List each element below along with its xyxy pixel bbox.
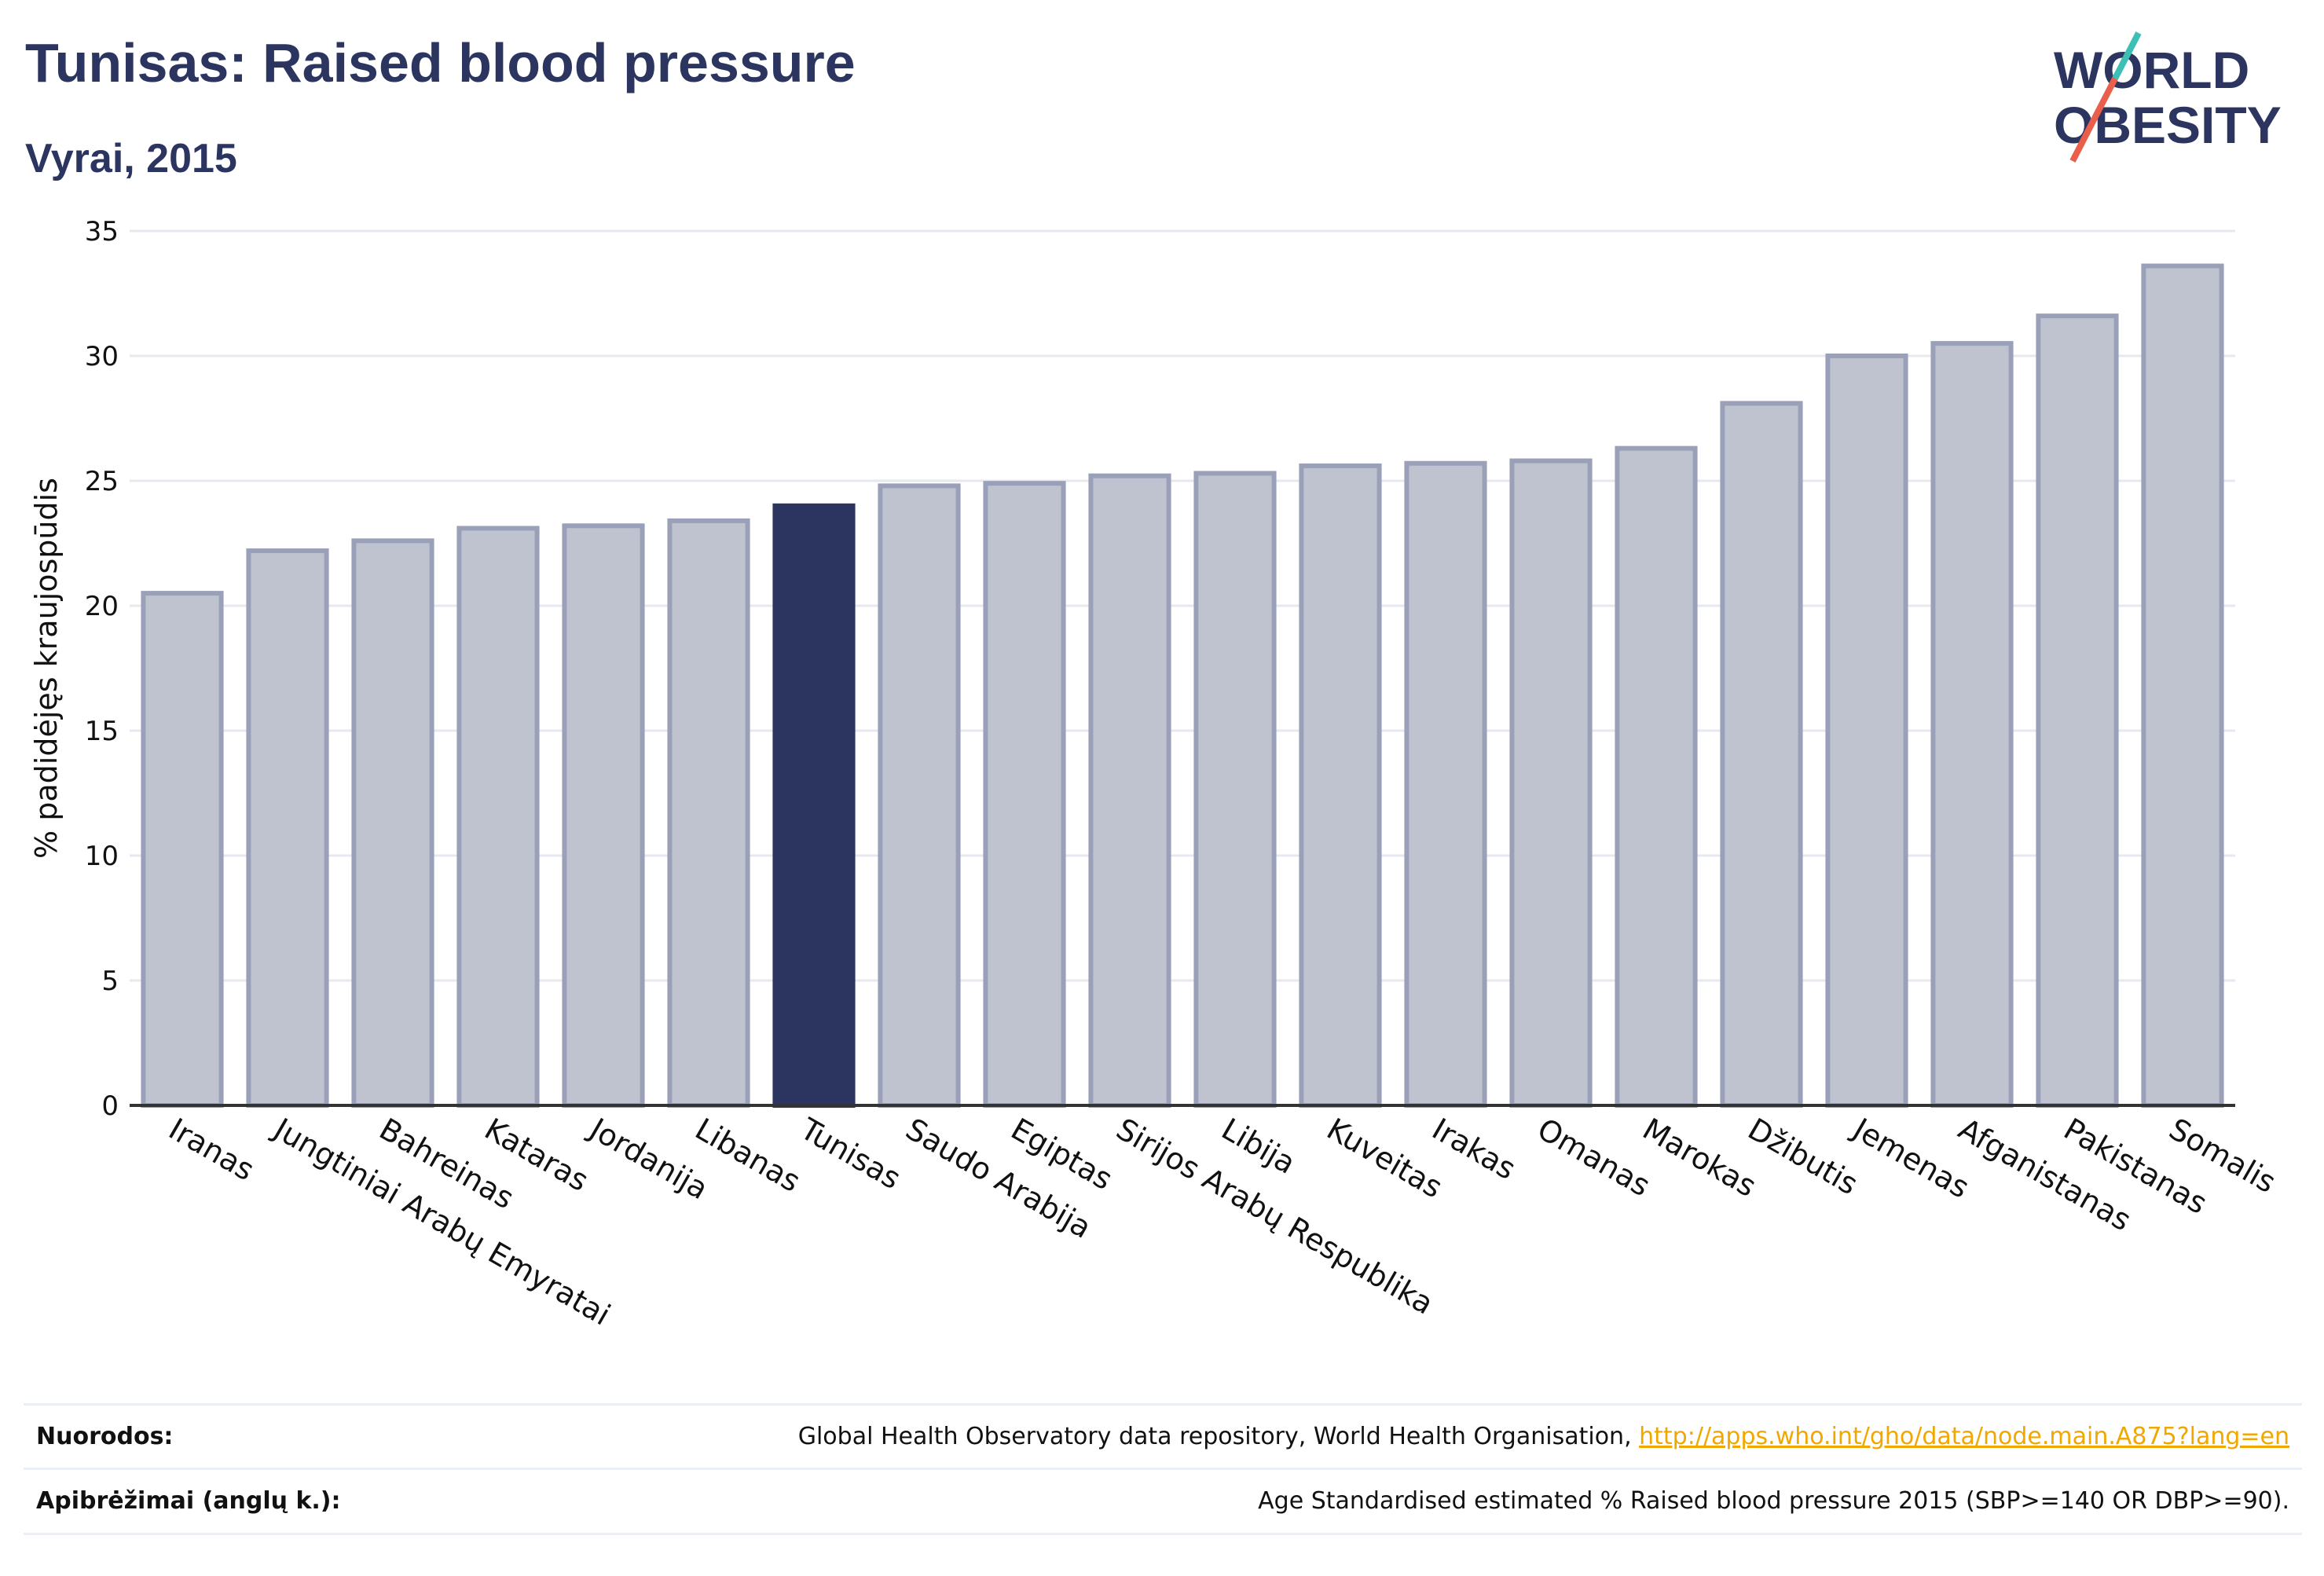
bar [983, 481, 1066, 1108]
x-tick-label: Jemenas [1846, 1111, 1975, 1205]
y-axis-label: % padidėjęs kraujospūdis [29, 478, 64, 859]
bar [1825, 354, 1908, 1108]
references-link[interactable]: http://apps.who.int/gho/data/node.main.A… [1639, 1423, 2289, 1450]
bar [562, 523, 645, 1108]
x-tick-label: Iranas [163, 1112, 261, 1188]
bar [1088, 473, 1171, 1108]
bar [878, 483, 961, 1108]
logo-slash-red [2069, 77, 2118, 163]
x-tick-label: Kuveitas [1321, 1112, 1449, 1205]
bar [2036, 313, 2119, 1108]
y-tick-label: 30 [85, 341, 119, 372]
x-tick-label: Marokas [1637, 1112, 1762, 1204]
y-tick-label: 10 [85, 841, 119, 872]
y-tick-label: 5 [101, 966, 119, 997]
bar [351, 538, 434, 1108]
y-ticks-layer: 0 5 10 15 20 25 30 35 [85, 216, 119, 1122]
definitions-label: Apibrėžimai (anglų k.): [36, 1487, 341, 1515]
x-tick-label: Jordanija [583, 1111, 714, 1207]
y-tick-label: 25 [85, 466, 119, 497]
grid-layer [130, 229, 2235, 1107]
x-tick-label: Omanas [1532, 1112, 1656, 1204]
definitions-value: Age Standardised estimated % Raised bloo… [1258, 1487, 2289, 1515]
bar [1509, 458, 1593, 1108]
references-text: Global Health Observatory data repositor… [797, 1423, 1640, 1450]
page-title: Tunisas: Raised blood pressure [25, 32, 856, 93]
bar [141, 591, 224, 1108]
bar [1299, 463, 1382, 1108]
references-label: Nuorodos: [36, 1423, 174, 1450]
x-tick-label: Džibutis [1743, 1112, 1864, 1202]
bar [1615, 445, 1698, 1108]
bar [1404, 460, 1487, 1108]
y-tick-label: 15 [85, 716, 119, 747]
page-subtitle: Vyrai, 2015 [25, 136, 237, 181]
x-tick-label: Tunisas [794, 1111, 907, 1196]
footer-definitions-row: Apibrėžimai (anglų k.): Age Standardised… [24, 1468, 2302, 1535]
bar-highlight [772, 503, 856, 1108]
bar [456, 526, 540, 1108]
bar [2141, 263, 2224, 1108]
y-tick-label: 35 [85, 216, 119, 247]
x-labels-layer: Iranas Jungtiniai Arabų EmyrataiBahreinas… [163, 1111, 2282, 1332]
bar-chart: 0 5 10 15 20 25 30 35 Iranas Jungtiniai Arabų Em… [29, 216, 2282, 1332]
y-tick-label: 0 [101, 1090, 119, 1122]
world-obesity-logo: WORLD OBESITY [2054, 31, 2282, 163]
logo-slash-teal [2112, 31, 2142, 80]
bar [667, 518, 750, 1108]
footer-references-row: Nuorodos: Global Health Observatory data… [24, 1403, 2302, 1468]
references-value: Global Health Observatory data repositor… [798, 1423, 2289, 1450]
bar [246, 548, 329, 1108]
bar [1720, 401, 1803, 1108]
y-tick-label: 20 [85, 591, 119, 622]
logo-line1: WORLD [2054, 41, 2249, 99]
bars-layer [141, 263, 2224, 1109]
bar [1930, 341, 2014, 1109]
bar [1193, 471, 1277, 1108]
x-tick-label: Saudo Arabija [900, 1112, 1098, 1245]
